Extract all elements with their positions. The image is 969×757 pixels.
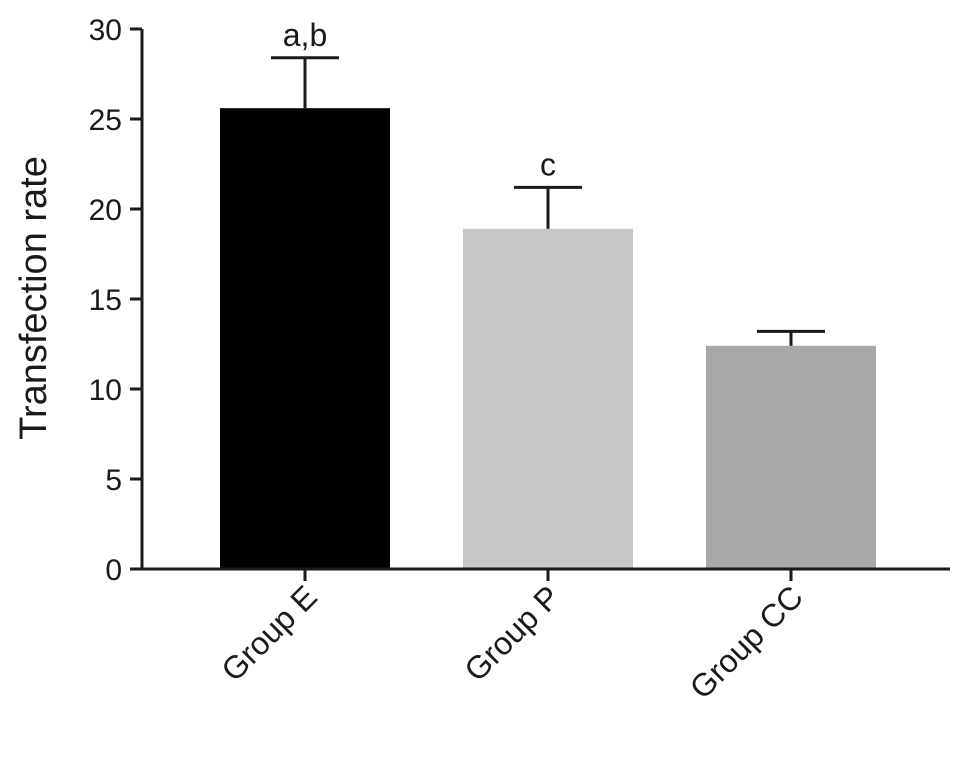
axes bbox=[140, 29, 950, 571]
y-tick-label: 20 bbox=[89, 194, 122, 227]
bar-1 bbox=[220, 108, 390, 569]
y-tick-label: 15 bbox=[89, 284, 122, 317]
y-tick-label: 0 bbox=[105, 554, 122, 587]
significance-annotations: a,b c bbox=[283, 17, 556, 183]
error-bars bbox=[271, 56, 825, 346]
y-tick-label: 10 bbox=[89, 374, 122, 407]
bar-3 bbox=[706, 345, 876, 569]
y-axis-label: Transfection rate bbox=[13, 156, 55, 440]
x-axis-category-labels: Group E Group P Group CC bbox=[214, 569, 810, 706]
y-tick-label: 25 bbox=[89, 104, 122, 137]
y-tick-label: 5 bbox=[105, 464, 122, 497]
bar-2 bbox=[463, 228, 633, 570]
x-category-label: Group E bbox=[214, 578, 324, 688]
y-axis-ticks: 0 5 10 15 20 25 30 bbox=[89, 14, 142, 587]
x-category-label: Group P bbox=[457, 578, 567, 688]
x-category-label: Group CC bbox=[683, 578, 810, 705]
significance-label: c bbox=[540, 146, 556, 182]
y-tick-label: 30 bbox=[89, 14, 122, 47]
bars bbox=[220, 108, 876, 570]
significance-label: a,b bbox=[283, 17, 327, 53]
